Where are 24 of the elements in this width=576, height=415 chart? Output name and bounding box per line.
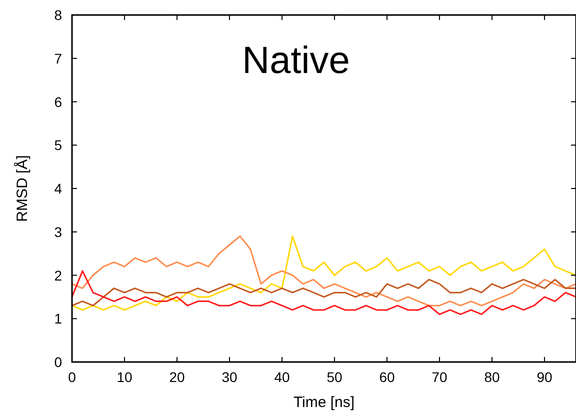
x-tick-label: 0 xyxy=(68,369,76,385)
x-tick-label: 50 xyxy=(326,369,342,385)
x-tick-label: 30 xyxy=(222,369,238,385)
line-series xyxy=(71,270,576,316)
y-tick-label: 5 xyxy=(54,137,62,154)
x-axis-title: Time [ns] xyxy=(293,394,355,411)
x-tick-label: 60 xyxy=(379,369,395,385)
x-tick-label: 90 xyxy=(536,369,552,385)
y-tick-label: 7 xyxy=(54,50,62,66)
x-tick-label: 20 xyxy=(169,369,185,385)
x-tick-label: 10 xyxy=(116,369,132,385)
y-axis-title: RMSD [Å] xyxy=(13,155,31,222)
y-tick-label: 6 xyxy=(54,94,62,110)
x-tick-label: 70 xyxy=(432,369,448,385)
line-series xyxy=(71,278,576,306)
x-tick-label: 80 xyxy=(484,369,500,385)
y-tick-label: 0 xyxy=(54,354,62,370)
y-tick-label: 3 xyxy=(54,224,62,240)
y-tick-label: 1 xyxy=(54,310,62,327)
x-tick-label: 40 xyxy=(274,369,290,385)
text: Native xyxy=(242,40,350,82)
y-tick-label: 2 xyxy=(54,267,62,284)
y-tick-label: 8 xyxy=(54,7,62,23)
y-tick-label: 4 xyxy=(54,180,62,196)
